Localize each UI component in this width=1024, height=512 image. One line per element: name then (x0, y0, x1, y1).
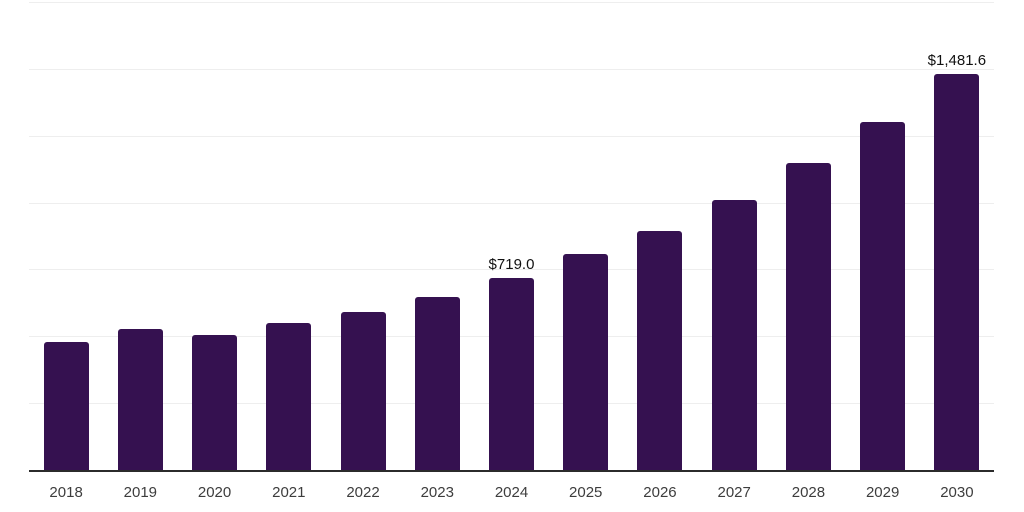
x-tick-2022: 2022 (346, 484, 380, 501)
x-tick-2027: 2027 (717, 484, 751, 501)
x-tick-2028: 2028 (791, 484, 826, 501)
bar-2022 (340, 311, 386, 470)
bar-2023 (414, 296, 460, 470)
gridline-1750 (29, 2, 994, 3)
x-tick-2023: 2023 (420, 484, 454, 501)
bar-2018 (43, 342, 89, 470)
gridline-750 (29, 269, 994, 271)
x-tick-2018: 2018 (49, 484, 83, 501)
x-tick-2030: 2030 (940, 484, 974, 501)
x-tick-2025: 2025 (569, 484, 603, 501)
bar-2030 (934, 73, 980, 470)
bar-2029 (860, 122, 906, 470)
x-tick-2029: 2029 (865, 484, 900, 501)
bar-2020 (192, 334, 238, 470)
x-tick-2020: 2020 (197, 484, 232, 501)
gridline-1000 (29, 202, 994, 204)
gridline-1500 (29, 68, 994, 70)
bar-2024 (489, 277, 534, 470)
x-tick-2026: 2026 (643, 484, 677, 501)
bar-2025 (563, 253, 609, 470)
bar-2019 (117, 328, 163, 470)
x-tick-2019: 2019 (123, 484, 158, 501)
gridline-1250 (29, 135, 994, 137)
bar-2028 (785, 163, 831, 470)
bar-2027 (711, 200, 757, 470)
x-axis-line (29, 470, 994, 472)
bar-2021 (266, 322, 312, 470)
x-tick-2024: 2024 (494, 484, 529, 501)
value-label-2030: $1,481.6 (927, 51, 987, 69)
x-tick-2021: 2021 (272, 484, 306, 501)
bar-2026 (637, 230, 683, 470)
value-label-2024: $719.0 (488, 255, 535, 273)
